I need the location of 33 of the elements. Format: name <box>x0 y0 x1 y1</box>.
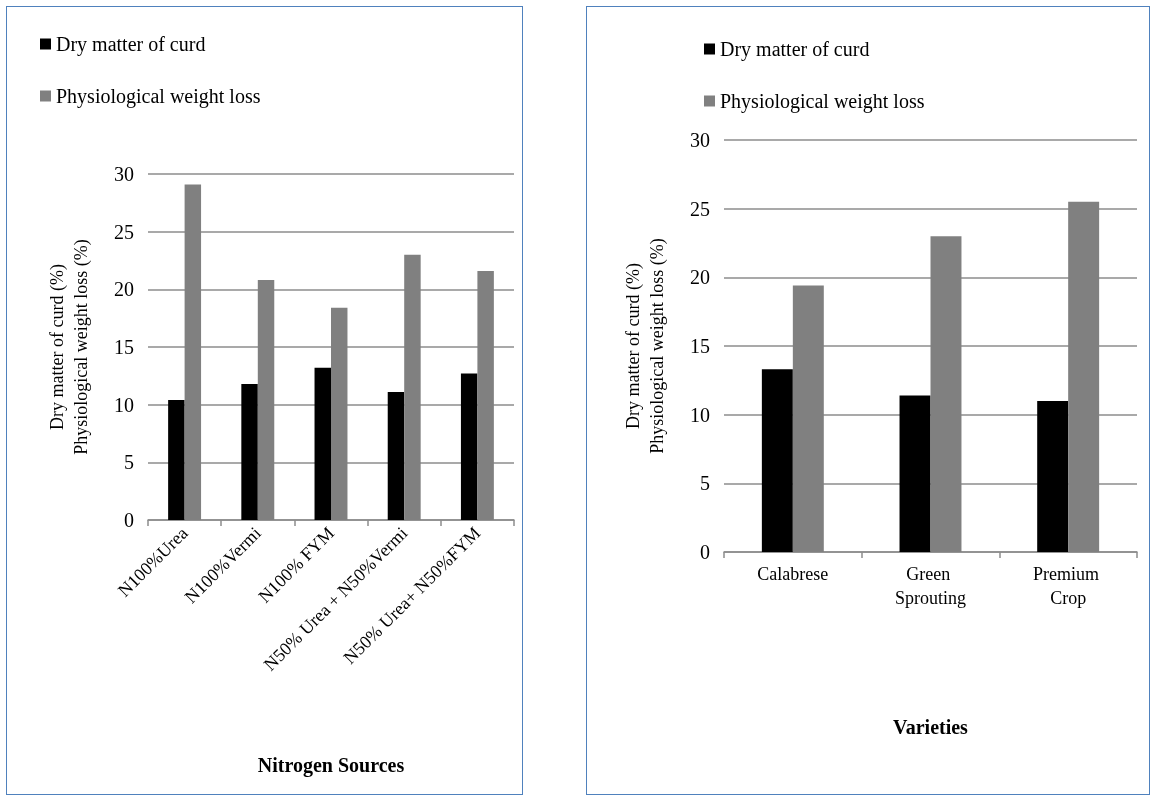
bar <box>761 369 793 552</box>
y-tick-label: 10 <box>114 393 134 416</box>
x-tick-label: Calabrese <box>757 564 829 584</box>
y-tick-label: 30 <box>114 163 134 185</box>
y-tick-label: 20 <box>114 278 134 301</box>
y-tick-label: 30 <box>690 129 710 151</box>
y-tick-label: 5 <box>124 451 134 474</box>
x-axis-title: Nitrogen Sources <box>257 754 405 777</box>
legend-label: Physiological weight loss <box>56 85 261 108</box>
y-tick-label: 5 <box>700 472 710 495</box>
y-axis-title: Dry matter of curd (%) Physiological weight loss (%) <box>47 239 92 455</box>
bar <box>241 383 258 520</box>
y-tick-label: 20 <box>690 266 710 289</box>
y-tick-label: 15 <box>114 336 134 358</box>
legend-label: Physiological weight loss <box>720 90 925 113</box>
bar <box>168 400 185 520</box>
y-tick-label: 15 <box>690 335 710 357</box>
y-axis-title: Dry matter of curd (%) Physiological weight loss (%) <box>623 238 668 454</box>
legend-label: Dry matter of curd <box>720 38 870 61</box>
bar <box>1037 400 1069 552</box>
bar <box>314 367 331 520</box>
y-tick-label: 10 <box>690 403 710 426</box>
y-tick-label: 0 <box>700 541 710 563</box>
legend-label: Dry matter of curd <box>56 33 206 56</box>
bar <box>460 373 478 520</box>
x-axis-title: Varieties <box>893 716 969 738</box>
x-tick-label: Premium Crop <box>1032 564 1104 608</box>
bar <box>899 395 931 552</box>
x-tick-label: Green Sprouting <box>894 564 967 608</box>
bar <box>387 391 405 520</box>
y-tick-label: 0 <box>124 509 134 531</box>
y-tick-label: 25 <box>114 220 134 243</box>
y-tick-label: 25 <box>690 197 710 220</box>
